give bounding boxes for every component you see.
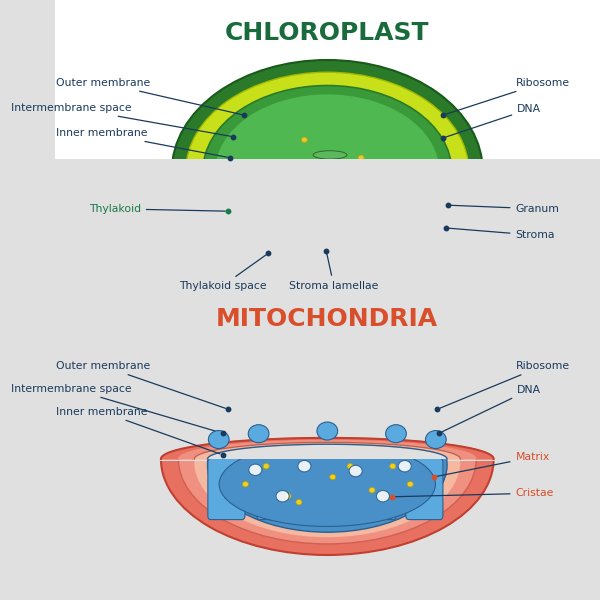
Ellipse shape (313, 190, 347, 198)
Text: DNA: DNA (442, 385, 541, 432)
Ellipse shape (242, 481, 248, 487)
Ellipse shape (382, 179, 395, 190)
Ellipse shape (358, 155, 364, 160)
Polygon shape (161, 438, 494, 459)
Ellipse shape (396, 167, 402, 173)
Ellipse shape (372, 199, 405, 202)
FancyBboxPatch shape (359, 445, 396, 520)
Bar (55, 159, 600, 459)
Ellipse shape (315, 179, 345, 182)
Ellipse shape (313, 164, 347, 172)
Ellipse shape (298, 461, 311, 472)
Ellipse shape (372, 211, 405, 215)
Text: Ribosome: Ribosome (440, 361, 569, 408)
Ellipse shape (251, 183, 289, 191)
Ellipse shape (263, 463, 269, 469)
Ellipse shape (285, 493, 291, 499)
Ellipse shape (369, 487, 375, 493)
Ellipse shape (286, 193, 292, 199)
FancyBboxPatch shape (55, 0, 600, 300)
Ellipse shape (208, 398, 447, 532)
Ellipse shape (376, 491, 389, 502)
Ellipse shape (370, 196, 407, 204)
Ellipse shape (313, 151, 347, 159)
Ellipse shape (370, 183, 407, 191)
Polygon shape (178, 440, 476, 459)
Ellipse shape (296, 499, 302, 505)
Ellipse shape (372, 185, 405, 188)
Text: Granum: Granum (451, 204, 559, 214)
Text: DNA: DNA (446, 104, 541, 137)
Text: Stroma lamellae: Stroma lamellae (289, 254, 379, 291)
Ellipse shape (315, 205, 345, 209)
Polygon shape (194, 442, 460, 459)
Text: Inner membrane: Inner membrane (56, 407, 220, 454)
Ellipse shape (194, 386, 460, 537)
Ellipse shape (335, 211, 341, 217)
Text: Stroma: Stroma (449, 228, 555, 240)
Ellipse shape (172, 60, 483, 282)
Bar (55, 159, 600, 459)
Ellipse shape (347, 463, 353, 469)
Bar (55, 161, 600, 461)
Ellipse shape (390, 463, 396, 469)
Ellipse shape (254, 211, 286, 215)
Ellipse shape (208, 431, 229, 449)
FancyBboxPatch shape (406, 458, 443, 520)
FancyBboxPatch shape (208, 458, 245, 520)
Text: Thylakoid space: Thylakoid space (179, 255, 266, 291)
Bar (55, 159, 600, 459)
Text: Inner membrane: Inner membrane (56, 128, 227, 157)
Ellipse shape (219, 442, 436, 526)
Ellipse shape (178, 374, 476, 544)
Ellipse shape (276, 491, 289, 502)
Text: MITOCHONDRIA: MITOCHONDRIA (216, 307, 439, 331)
Ellipse shape (407, 481, 413, 487)
Ellipse shape (249, 464, 262, 475)
Text: Matrix: Matrix (436, 452, 550, 476)
Ellipse shape (349, 466, 362, 476)
Ellipse shape (398, 461, 411, 472)
Ellipse shape (161, 363, 494, 555)
Text: CHLOROPLAST: CHLOROPLAST (225, 21, 430, 45)
Ellipse shape (215, 94, 439, 248)
Text: Thylakoid: Thylakoid (89, 204, 225, 214)
Ellipse shape (203, 86, 452, 256)
Text: Outer membrane: Outer membrane (56, 78, 242, 115)
Ellipse shape (372, 172, 405, 176)
Ellipse shape (254, 185, 286, 188)
Text: Outer membrane: Outer membrane (56, 361, 226, 408)
Ellipse shape (251, 170, 289, 178)
Ellipse shape (313, 203, 347, 211)
Bar (55, 159, 600, 459)
Text: Intermembrane space: Intermembrane space (11, 103, 231, 136)
Text: Ribosome: Ribosome (446, 78, 569, 115)
FancyBboxPatch shape (257, 445, 294, 520)
Ellipse shape (251, 209, 289, 217)
Ellipse shape (370, 170, 407, 178)
Ellipse shape (254, 172, 286, 176)
Ellipse shape (301, 137, 307, 142)
Ellipse shape (251, 196, 289, 204)
Ellipse shape (323, 172, 337, 182)
Ellipse shape (315, 166, 345, 170)
Ellipse shape (248, 425, 269, 443)
Ellipse shape (386, 425, 406, 443)
Ellipse shape (315, 193, 345, 196)
Ellipse shape (370, 209, 407, 217)
Ellipse shape (254, 199, 286, 202)
Ellipse shape (186, 72, 469, 270)
Text: Cristae: Cristae (394, 488, 554, 498)
Ellipse shape (425, 431, 446, 449)
Ellipse shape (317, 422, 338, 440)
Ellipse shape (313, 177, 347, 185)
Ellipse shape (330, 474, 336, 480)
Ellipse shape (315, 154, 345, 157)
FancyBboxPatch shape (310, 458, 347, 520)
FancyBboxPatch shape (55, 300, 600, 600)
Ellipse shape (245, 176, 251, 181)
Ellipse shape (263, 179, 277, 190)
Text: Intermembrane space: Intermembrane space (11, 384, 220, 433)
